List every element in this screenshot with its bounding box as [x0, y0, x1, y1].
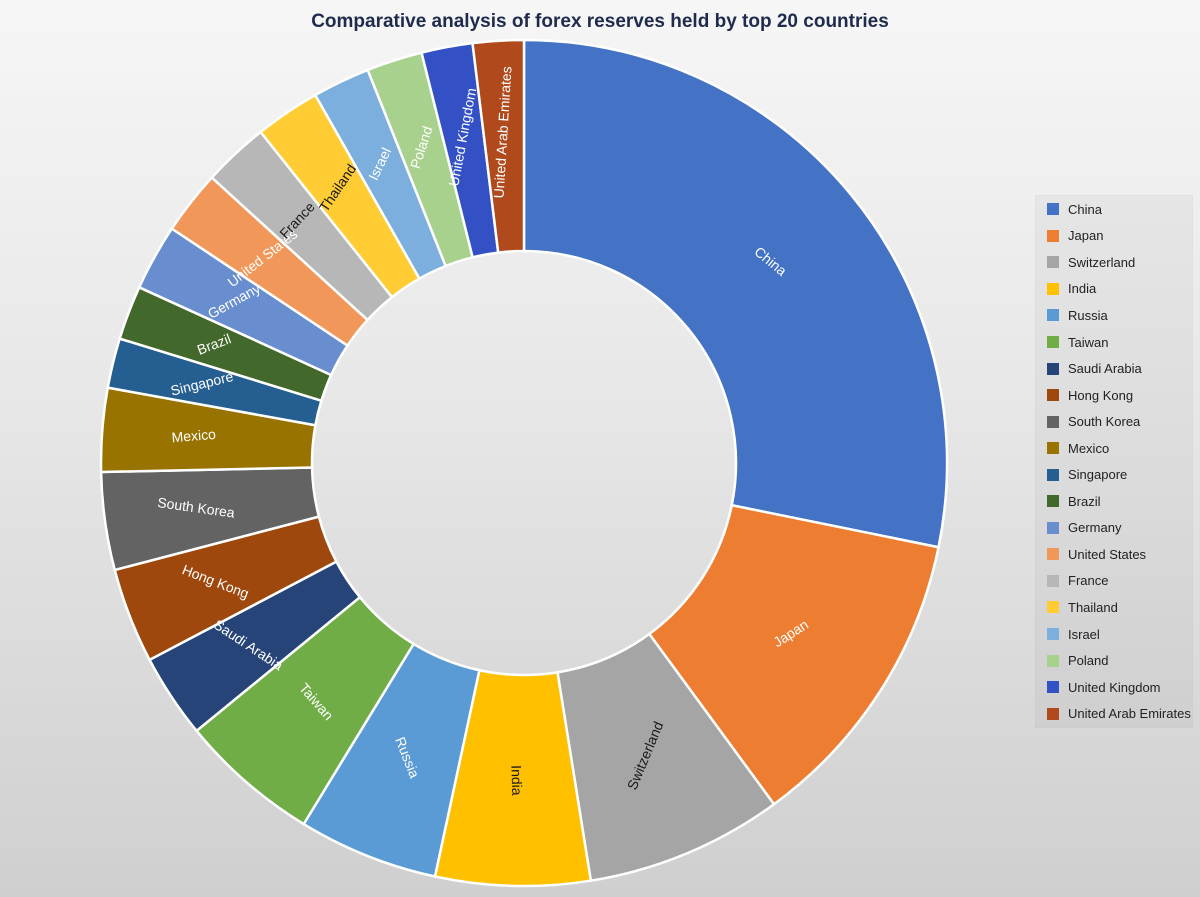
svg-text:India: India	[508, 765, 525, 796]
